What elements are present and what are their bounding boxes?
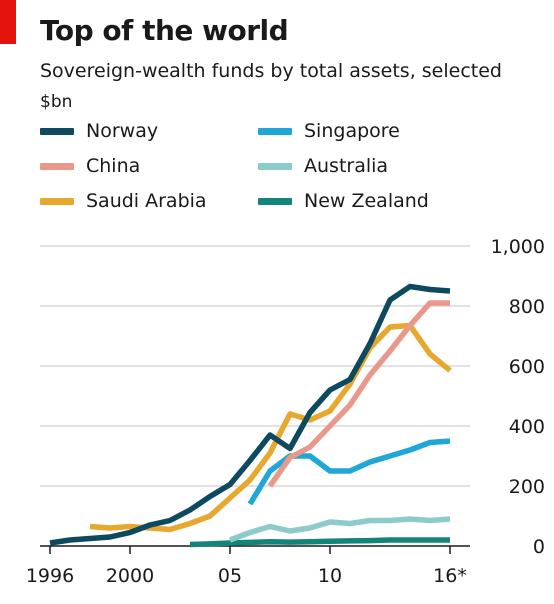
x-tick-label: 2000 — [106, 565, 154, 587]
legend-swatch — [40, 162, 74, 170]
legend-item-new-zealand: New Zealand — [258, 190, 429, 212]
chart-title: Top of the world — [40, 14, 289, 47]
x-tick-label: 1996 — [26, 565, 74, 587]
series-line-new-zealand — [189, 537, 450, 548]
y-tick-label: 800 — [509, 296, 545, 318]
legend-item-australia: Australia — [258, 155, 388, 177]
y-tick-label: 400 — [509, 416, 545, 438]
legend-label: Norway — [86, 120, 159, 142]
chart-unit: $bn — [40, 92, 73, 112]
chart-subtitle: Sovereign-wealth funds by total assets, … — [40, 60, 502, 82]
series-line-australia — [229, 516, 451, 543]
legend-label: Singapore — [304, 120, 400, 142]
legend-swatch — [40, 127, 74, 135]
legend-swatch — [258, 162, 292, 170]
red-brand-tag — [0, 0, 16, 44]
y-tick-label: 0 — [533, 536, 545, 558]
legend-item-norway: Norway — [40, 120, 158, 142]
legend-swatch — [258, 197, 292, 205]
series-line-singapore — [247, 438, 451, 506]
legend-label: Australia — [304, 155, 389, 177]
legend-label: New Zealand — [304, 190, 429, 212]
series-line-china — [267, 300, 450, 488]
y-tick-label: 1,000 — [491, 236, 545, 258]
legend-item-china: China — [40, 155, 140, 177]
legend-label: Saudi Arabia — [86, 190, 207, 212]
legend-swatch — [258, 127, 292, 135]
x-tick-label: 16* — [433, 565, 467, 587]
x-tick-label: 10 — [318, 565, 342, 587]
legend-swatch — [40, 197, 74, 205]
series-line-norway — [49, 283, 451, 546]
y-tick-label: 200 — [509, 476, 545, 498]
y-tick-label: 600 — [509, 356, 545, 378]
legend-item-saudi-arabia: Saudi Arabia — [40, 190, 207, 212]
legend-label: China — [86, 155, 141, 177]
series-line-saudi-arabia — [89, 322, 452, 533]
x-tick-label: 05 — [218, 565, 242, 587]
legend-item-singapore: Singapore — [258, 120, 400, 142]
chart-legend: Norway Singapore China Australia Saudi Arabi… — [40, 120, 540, 230]
